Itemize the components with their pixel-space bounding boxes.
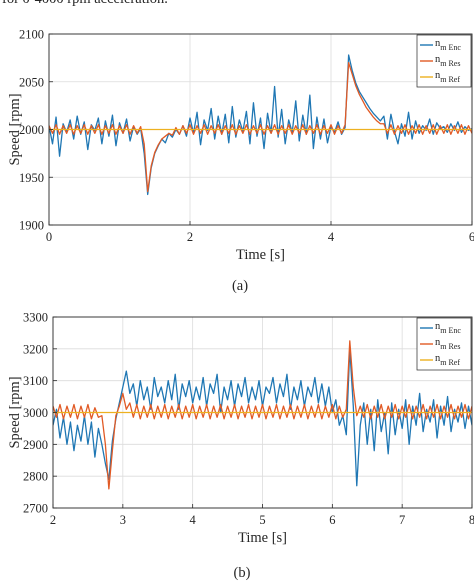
y-tick-label: 2800 <box>23 470 48 484</box>
legend-subscript: m Ref <box>440 75 460 84</box>
x-tick-label: 2 <box>50 513 56 527</box>
chart-b: 2 3 4 5 6 7 8 2700 2800 2900 3000 3100 3200 3300 Time … <box>7 311 474 581</box>
y-tick-label: 3300 <box>23 311 48 325</box>
y-tick-label: 3200 <box>23 342 48 356</box>
y-tick-label: 2100 <box>19 28 44 42</box>
x-tick-label: 0 <box>46 230 52 244</box>
legend-entry-ref: nm Ref <box>435 353 460 367</box>
legend-subscript: m Enc <box>440 326 461 335</box>
x-tick-label: 6 <box>469 230 474 244</box>
x-tick-label: 5 <box>259 513 265 527</box>
series-line-res <box>53 340 472 490</box>
x-axis-label: Time [s] <box>236 247 285 263</box>
y-tick-label: 3100 <box>23 374 48 388</box>
y-axis-label: Speed [rpm] <box>7 376 23 448</box>
figure-header-text: for 0-4000 rpm acceleration. <box>2 0 168 8</box>
y-tick-label: 2050 <box>19 75 44 89</box>
legend-subscript: m Enc <box>440 43 461 52</box>
legend-subscript: m Ref <box>440 358 460 367</box>
legend-entry-res: nm Res <box>435 54 460 68</box>
x-tick-label: 3 <box>120 513 126 527</box>
legend-symbol: n <box>435 337 441 348</box>
legend-symbol: n <box>435 353 441 364</box>
y-tick-label: 2700 <box>23 502 48 516</box>
y-tick-label: 1950 <box>19 171 44 185</box>
legend-symbol: n <box>435 321 441 332</box>
legend-symbol: n <box>435 70 441 81</box>
y-tick-label: 2900 <box>23 438 48 452</box>
legend-subscript: m Res <box>440 59 460 68</box>
x-axis-label: Time [s] <box>238 530 287 546</box>
legend-symbol: n <box>435 54 441 65</box>
y-tick-label: 1900 <box>19 219 44 233</box>
x-tick-label: 6 <box>329 513 335 527</box>
series-line-enc <box>49 54 472 196</box>
legend-symbol: n <box>435 38 441 49</box>
chart-a: 0 2 4 6 1900 1950 2000 2050 2100 Time [s] Speed [r… <box>7 28 474 295</box>
legend-entry-enc: nm Enc <box>435 321 461 335</box>
y-tick-label: 2000 <box>19 123 44 137</box>
x-tick-label: 7 <box>399 513 405 527</box>
figure-caption: (a) <box>232 278 248 294</box>
x-tick-label: 2 <box>187 230 193 244</box>
y-axis-label: Speed [rpm] <box>7 93 23 165</box>
x-tick-label: 4 <box>328 230 335 244</box>
y-tick-label: 3000 <box>23 406 48 420</box>
series-line-res <box>49 62 472 193</box>
legend-entry-res: nm Res <box>435 337 460 351</box>
x-tick-label: 8 <box>469 513 474 527</box>
legend-entry-ref: nm Ref <box>435 70 460 84</box>
legend-entry-enc: nm Enc <box>435 38 461 52</box>
legend-subscript: m Res <box>440 342 460 351</box>
figure-caption: (b) <box>234 565 251 581</box>
x-tick-label: 4 <box>190 513 197 527</box>
